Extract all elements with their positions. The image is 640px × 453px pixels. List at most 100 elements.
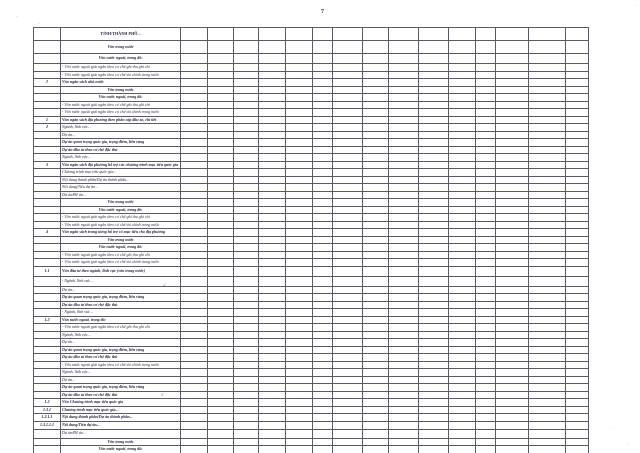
table-row: 1.3.1.1.1 Nội dung/Tiểu dự án... [33, 420, 590, 430]
row-number [33, 368, 61, 377]
data-cell [180, 205, 209, 214]
data-cell [233, 160, 260, 169]
table-row: Vốn trong nước [33, 235, 590, 244]
data-cell [475, 53, 497, 64]
data-cell [312, 285, 334, 294]
data-cell [332, 93, 364, 102]
data-cell [475, 300, 497, 309]
data-cell [312, 235, 334, 244]
data-cell [565, 345, 590, 354]
data-cell [332, 368, 364, 377]
data-cell [362, 108, 390, 117]
data-cell [285, 183, 314, 192]
row-label: Dự án đầu tư theo cơ chế đặc thù [59, 145, 182, 154]
data-cell [207, 413, 235, 422]
data-cell [448, 360, 477, 369]
data-cell [312, 145, 334, 154]
data-cell [418, 27, 450, 41]
data-cell [207, 27, 235, 41]
row-number [33, 258, 61, 267]
data-cell [258, 108, 287, 117]
data-cell [312, 258, 334, 267]
data-cell [233, 78, 260, 87]
data-cell [207, 78, 235, 87]
table-row: Dự án đầu tư theo cơ chế đặc thù [33, 145, 590, 154]
data-cell [528, 258, 567, 267]
row-number: 2 [33, 123, 61, 132]
data-cell [528, 437, 567, 446]
table-row: 1 Vốn ngân sách địa phương theo phân cấp … [33, 115, 590, 124]
data-cell [528, 445, 567, 453]
data-cell [495, 338, 530, 347]
table-row: Dự án đầu tư theo cơ chế đặc thù [33, 353, 590, 362]
data-cell [565, 168, 590, 177]
data-cell [258, 323, 287, 332]
data-cell [258, 93, 287, 102]
table-row: - Vốn nước ngoài giải ngân theo cơ chế g… [33, 63, 590, 72]
data-cell [495, 428, 530, 439]
data-cell [565, 243, 590, 252]
row-label: Chương trình mục tiêu quốc gia... [59, 405, 182, 414]
data-cell [388, 420, 420, 430]
data-cell [528, 108, 567, 117]
data-cell [362, 228, 390, 237]
data-cell [258, 375, 287, 384]
data-cell [332, 123, 364, 132]
data-cell [258, 390, 287, 399]
data-cell [565, 405, 590, 414]
data-cell [312, 115, 334, 124]
data-cell [418, 275, 450, 287]
data-cell [207, 130, 235, 139]
data-cell [180, 63, 209, 72]
data-cell [528, 198, 567, 207]
data-cell [180, 360, 209, 369]
data-cell [475, 420, 497, 430]
data-cell [362, 63, 390, 72]
data-cell [475, 258, 497, 267]
data-cell [233, 138, 260, 147]
data-cell [180, 315, 209, 324]
data-cell [258, 360, 287, 369]
data-cell [285, 437, 314, 446]
data-cell [388, 390, 420, 399]
data-cell [418, 93, 450, 102]
data-cell [448, 183, 477, 192]
data-cell [332, 275, 364, 287]
data-cell [495, 198, 530, 207]
data-cell [362, 383, 390, 392]
data-cell [258, 420, 287, 430]
data-cell [233, 250, 260, 259]
row-number [33, 100, 61, 109]
data-cell [332, 353, 364, 362]
row-number [33, 360, 61, 369]
data-cell [332, 265, 364, 277]
data-cell [362, 345, 390, 354]
data-cell [180, 398, 209, 407]
data-cell [418, 323, 450, 332]
data-cell [233, 338, 260, 347]
data-cell [388, 413, 420, 422]
data-cell [258, 235, 287, 244]
data-cell [418, 145, 450, 154]
data-cell [180, 437, 209, 446]
row-number: 1.3.1.1.1 [33, 420, 61, 430]
data-cell [475, 205, 497, 214]
table-row: 1.3.1.1 Nội dung thành phần/Dự án thành p… [33, 413, 590, 422]
data-cell [233, 413, 260, 422]
data-cell [332, 53, 364, 64]
scan-speck: . [610, 426, 612, 431]
data-cell [285, 63, 314, 72]
data-cell [207, 338, 235, 347]
data-cell [362, 323, 390, 332]
data-cell [565, 160, 590, 169]
data-cell [495, 153, 530, 162]
data-cell [418, 338, 450, 347]
table-row: Vốn nước ngoài, trong đó: [33, 243, 590, 252]
data-cell [475, 353, 497, 362]
data-cell [312, 213, 334, 222]
data-cell [207, 323, 235, 332]
data-cell [285, 375, 314, 384]
table-row: Vốn nước ngoài, trong đó: [33, 445, 590, 453]
data-cell [448, 78, 477, 87]
data-cell [475, 323, 497, 332]
